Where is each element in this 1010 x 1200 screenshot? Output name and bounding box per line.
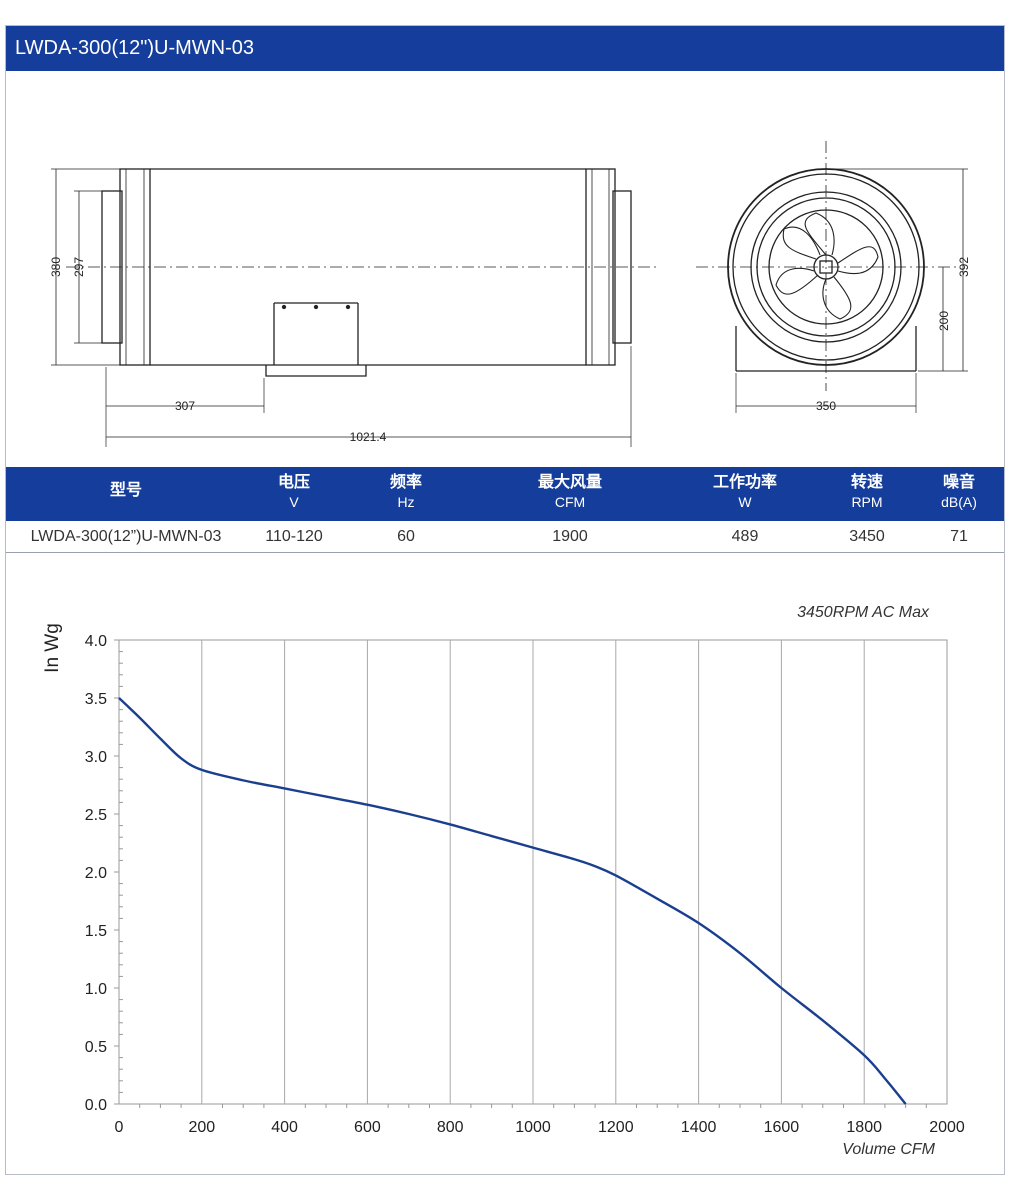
chart-svg: 3450RPM AC Max In Wg Volume CFM 0 200 400 6… xyxy=(42,604,965,1158)
product-sheet: LWDA-300(12")U-MWN-03 xyxy=(5,25,1005,1175)
header-voltage: 电压 V xyxy=(277,474,310,510)
dim-297: 297 xyxy=(72,257,86,277)
dim-length: 1021.4 xyxy=(350,430,387,444)
dim-307: 307 xyxy=(175,399,195,413)
y-tick-label: 3.5 xyxy=(85,691,107,708)
header-speed: 转速 RPM xyxy=(850,474,883,510)
header-power: 工作功率 W xyxy=(712,474,777,510)
drawing-svg: 380 297 307 1021.4 392 200 350 xyxy=(49,141,971,447)
header-frequency: 频率 Hz xyxy=(389,474,422,510)
pressure-curve xyxy=(118,697,907,1105)
y-tick-label: 3.0 xyxy=(85,749,107,766)
x-tick-label: 600 xyxy=(354,1119,381,1136)
x-tick-label: 2000 xyxy=(929,1119,965,1136)
cell-model: LWDA-300(12”)U-MWN-03 xyxy=(30,528,222,545)
x-axis-label: Volume CFM xyxy=(842,1141,935,1158)
fan-impeller xyxy=(775,212,879,320)
spec-table-header: 型号 电压 V 频率 Hz 最大风量 CFM 工作功率 W 转速 RPM 噪音 dB(A) xyxy=(6,467,1004,521)
y-tick-label: 1.0 xyxy=(85,981,107,998)
y-tick-label: 2.5 xyxy=(85,807,107,824)
x-tick-label: 400 xyxy=(271,1119,298,1136)
spec-table-row: LWDA-300(12”)U-MWN-03 110-120 60 1900 48… xyxy=(6,521,1004,553)
x-tick-label: 0 xyxy=(115,1119,124,1136)
performance-chart: 3450RPM AC Max In Wg Volume CFM 0 200 400 6… xyxy=(6,553,1004,1173)
x-tick-label: 200 xyxy=(188,1119,215,1136)
x-tick-label: 800 xyxy=(437,1119,464,1136)
dim-380: 380 xyxy=(49,257,63,277)
header-noise: 噪音 dB(A) xyxy=(941,474,977,510)
side-right-collar xyxy=(612,190,632,344)
dim-200: 200 xyxy=(937,311,951,331)
header-model: 型号 xyxy=(109,482,142,499)
product-title: LWDA-300(12")U-MWN-03 xyxy=(6,26,1004,71)
y-tick-label: 4.0 xyxy=(85,633,107,650)
x-tick-label: 1600 xyxy=(764,1119,800,1136)
x-tick-label: 1800 xyxy=(846,1119,882,1136)
y-tick-label: 2.0 xyxy=(85,865,107,882)
x-tick-label: 1200 xyxy=(598,1119,634,1136)
cell-power: 489 xyxy=(731,528,759,545)
y-axis-label: In Wg xyxy=(42,623,63,673)
side-right-flange xyxy=(585,168,616,366)
dim-392: 392 xyxy=(957,257,971,277)
cell-speed: 3450 xyxy=(849,528,885,545)
technical-drawing: 380 297 307 1021.4 392 200 350 xyxy=(6,71,1004,467)
cell-noise: 71 xyxy=(950,528,968,545)
cell-frequency: 60 xyxy=(397,528,415,545)
cell-max-airflow: 1900 xyxy=(552,528,588,545)
chart-title: 3450RPM AC Max xyxy=(797,604,930,621)
mounting-bracket xyxy=(273,302,359,365)
x-tick-label: 1400 xyxy=(681,1119,717,1136)
y-tick-label: 0.5 xyxy=(85,1039,107,1056)
x-tick-label: 1000 xyxy=(515,1119,551,1136)
header-max-airflow: 最大风量 CFM xyxy=(537,474,602,510)
cell-voltage: 110-120 xyxy=(265,528,323,545)
y-tick-label: 1.5 xyxy=(85,923,107,940)
dim-350: 350 xyxy=(816,399,836,413)
y-tick-label: 0.0 xyxy=(85,1097,107,1114)
